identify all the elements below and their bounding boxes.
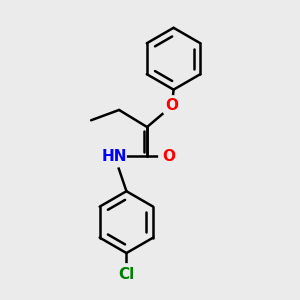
Text: O: O [163, 149, 176, 164]
Text: O: O [166, 98, 178, 113]
Text: HN: HN [102, 149, 128, 164]
Text: Cl: Cl [118, 267, 135, 282]
